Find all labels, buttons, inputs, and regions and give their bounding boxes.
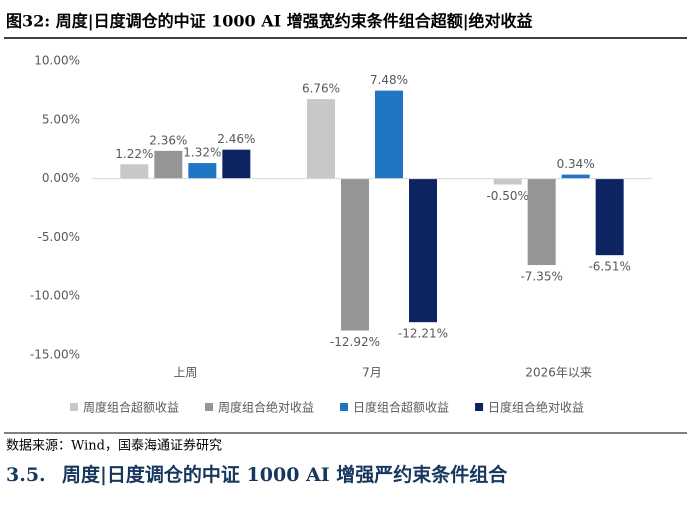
bar (493, 178, 522, 185)
legend-label: 周度组合超额收益 (83, 400, 179, 415)
source: 数据来源：Wind，国泰海通证券研究 (6, 438, 222, 454)
y-tick-label: 10.00% (34, 54, 80, 68)
legend-swatch (475, 403, 484, 411)
bar (409, 178, 437, 323)
legend-swatch (205, 403, 214, 411)
bar (595, 178, 624, 256)
x-tick-label: 7月 (362, 366, 382, 380)
value-label: -7.35% (520, 270, 562, 284)
legend-label: 日度组合超额收益 (353, 400, 449, 415)
value-label: 7.48% (370, 73, 408, 87)
x-tick-label: 上周 (173, 366, 197, 380)
bar (120, 164, 149, 179)
value-label: -0.50% (486, 189, 528, 203)
y-tick-label: 0.00% (42, 171, 80, 185)
y-tick-label: 5.00% (42, 112, 80, 126)
value-label: 6.76% (302, 82, 340, 96)
value-label: 1.32% (183, 146, 221, 160)
bar (188, 163, 217, 179)
legend-swatch (70, 403, 78, 411)
bar (222, 149, 251, 179)
value-label: 2.36% (149, 133, 187, 147)
bar (341, 178, 369, 331)
y-tick-label: -5.00% (38, 230, 80, 244)
value-label: -12.92% (330, 335, 380, 349)
legend-label: 日度组合绝对收益 (488, 400, 584, 415)
y-tick-label: -10.00% (30, 289, 80, 303)
x-tick-label: 2026年以来 (525, 366, 592, 380)
value-label: -12.21% (398, 327, 448, 341)
bar (154, 150, 183, 179)
bar (561, 174, 590, 179)
section-number: 3.5. (6, 464, 46, 486)
value-label: 1.22% (115, 147, 153, 161)
bar (375, 90, 403, 179)
legend-label: 周度组合绝对收益 (218, 400, 314, 415)
value-label: -6.51% (588, 260, 630, 274)
y-tick-label: -15.00% (30, 348, 80, 362)
value-label: 0.34% (557, 157, 595, 171)
value-label: 2.46% (217, 132, 255, 146)
bar (307, 99, 335, 179)
legend-swatch (340, 403, 349, 411)
bar (527, 178, 556, 266)
section-title: 周度|日度调仓的中证 1000 AI 增强严约束条件组合 (62, 463, 508, 486)
chart-title: 图32: 周度|日度调仓的中证 1000 AI 增强宽约束条件组合超额|绝对收益 (6, 12, 533, 31)
